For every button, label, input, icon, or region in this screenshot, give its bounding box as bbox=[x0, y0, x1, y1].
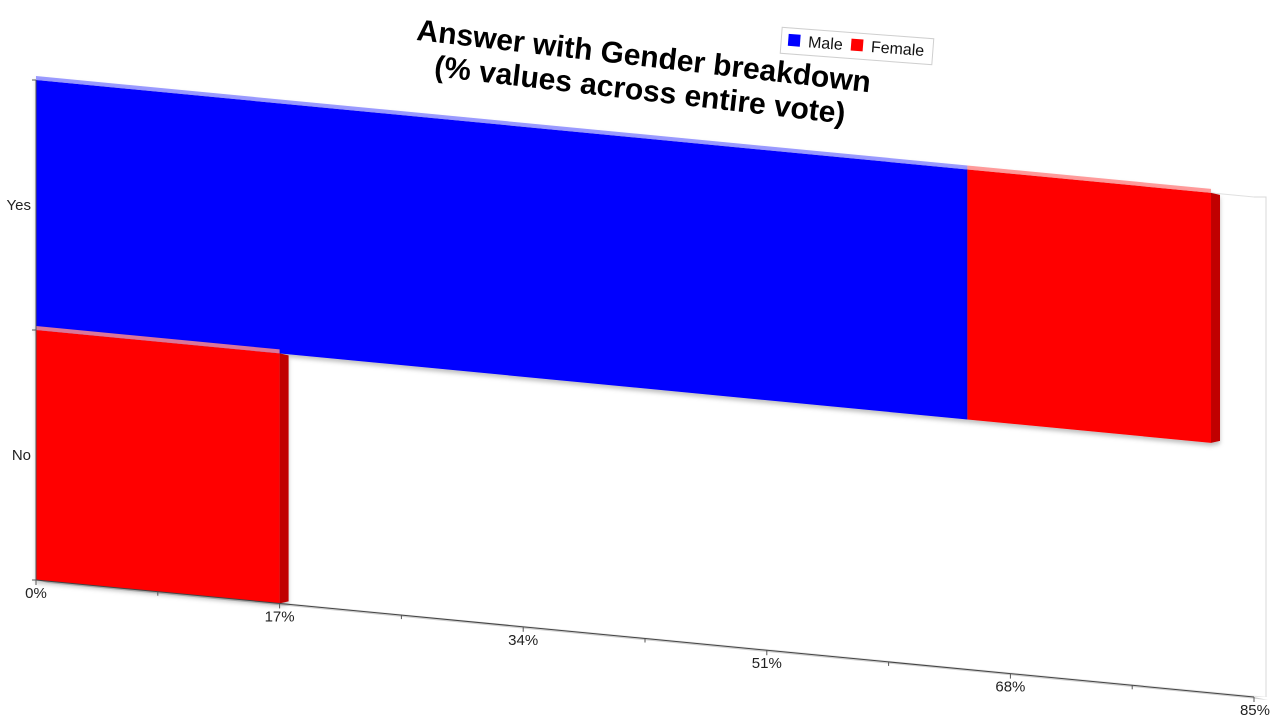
bars bbox=[36, 76, 1221, 604]
bar-top bbox=[36, 76, 968, 170]
y-tick-label-yes: Yes bbox=[7, 197, 31, 214]
y-tick-label-no: No bbox=[12, 447, 31, 464]
x-tick-label: 0% bbox=[25, 585, 47, 602]
bar-no-female bbox=[36, 326, 289, 604]
bar-face bbox=[967, 169, 1212, 443]
x-tick-label: 85% bbox=[1240, 702, 1270, 719]
x-tick-label: 68% bbox=[995, 679, 1025, 696]
back-wall-edge bbox=[1254, 196, 1267, 697]
legend-swatch-male bbox=[787, 33, 801, 47]
bar-side bbox=[279, 353, 289, 604]
legend-label-male: Male bbox=[807, 34, 843, 54]
bar-face bbox=[36, 80, 968, 420]
bar-side bbox=[1211, 192, 1221, 443]
bar-face bbox=[36, 330, 280, 604]
bar-top bbox=[967, 165, 1212, 193]
x-axis: 0% 17% 34% 51% 68% 85% bbox=[25, 579, 1270, 719]
y-axis: Yes No bbox=[7, 79, 37, 581]
x-tick-label: 51% bbox=[752, 655, 782, 672]
bar-yes-female bbox=[967, 165, 1221, 443]
x-tick-label: 17% bbox=[265, 608, 295, 625]
legend: Male Female bbox=[779, 26, 935, 66]
legend-label-female: Female bbox=[870, 39, 925, 60]
x-tick-label: 34% bbox=[508, 632, 538, 649]
bar-yes-male bbox=[36, 76, 968, 420]
legend-swatch-female bbox=[850, 38, 864, 52]
bar-top bbox=[36, 326, 280, 354]
